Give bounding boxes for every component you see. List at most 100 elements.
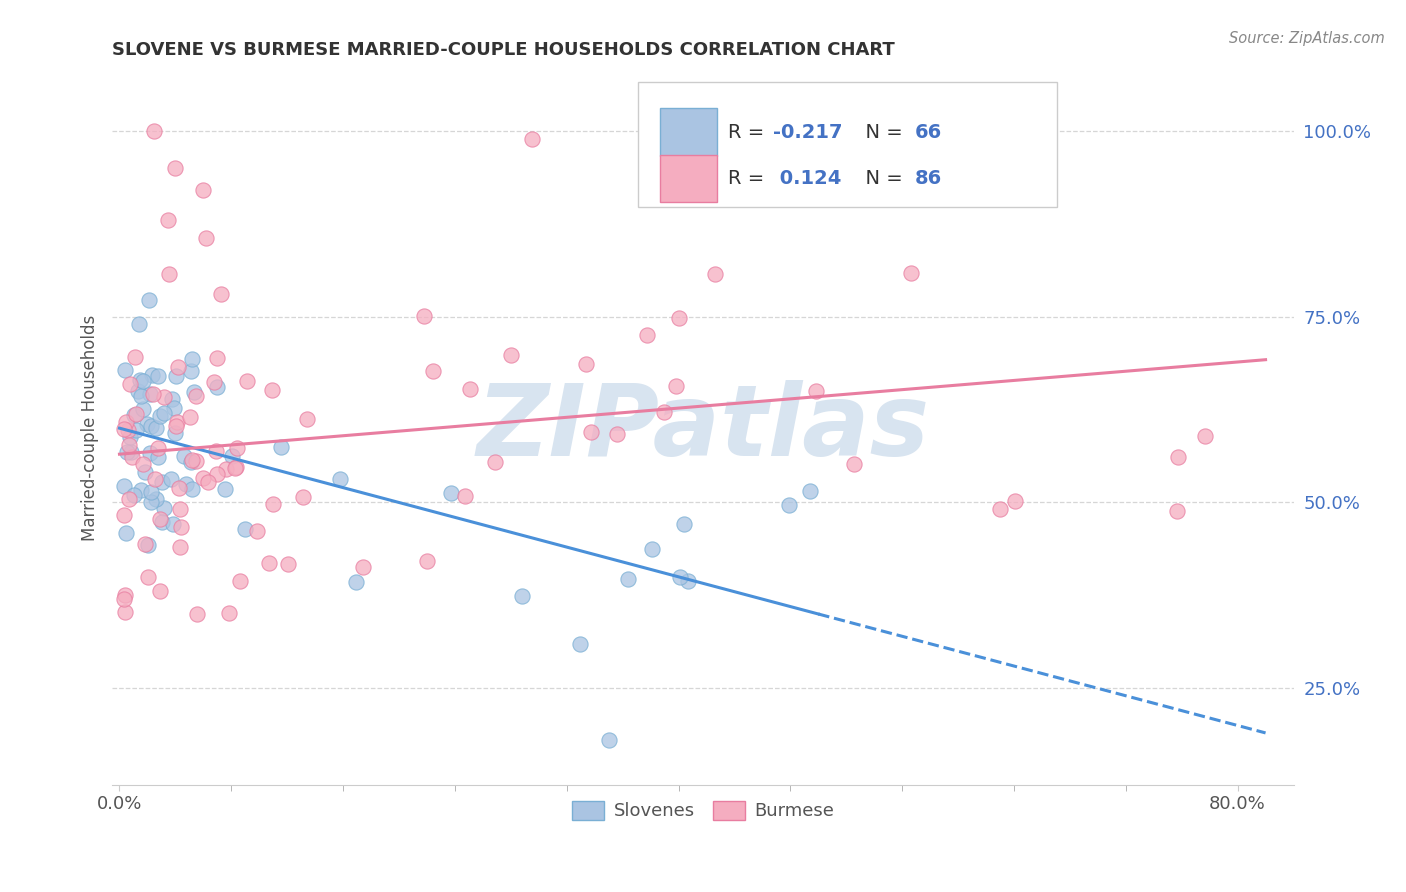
Point xyxy=(569,637,592,651)
Point xyxy=(652,404,675,418)
Point xyxy=(157,267,180,281)
Point xyxy=(842,457,865,471)
FancyBboxPatch shape xyxy=(638,82,1057,207)
Point xyxy=(205,467,228,481)
Point xyxy=(165,161,187,175)
Point xyxy=(136,538,159,552)
Point xyxy=(129,483,152,497)
Point xyxy=(132,402,155,417)
Point xyxy=(122,488,145,502)
Point xyxy=(412,309,434,323)
Text: SLOVENE VS BURMESE MARRIED-COUPLE HOUSEHOLDS CORRELATION CHART: SLOVENE VS BURMESE MARRIED-COUPLE HOUSEH… xyxy=(112,41,896,59)
Point xyxy=(149,409,172,423)
Point xyxy=(804,384,827,399)
Point xyxy=(129,372,152,386)
Point xyxy=(132,374,155,388)
Point xyxy=(665,379,688,393)
Text: Source: ZipAtlas.com: Source: ZipAtlas.com xyxy=(1229,31,1385,46)
Point xyxy=(422,364,444,378)
Point xyxy=(484,455,506,469)
Point xyxy=(146,369,169,384)
Point xyxy=(184,389,207,403)
Point xyxy=(277,557,299,571)
Point xyxy=(163,401,186,415)
Point xyxy=(703,268,725,282)
Point xyxy=(118,377,141,392)
Point xyxy=(579,425,602,439)
Point xyxy=(152,390,174,404)
Text: ZIPatlas: ZIPatlas xyxy=(477,380,929,476)
Text: -0.217: -0.217 xyxy=(773,122,842,142)
Point xyxy=(149,584,172,599)
Point xyxy=(114,362,136,376)
Point xyxy=(262,498,284,512)
Point xyxy=(193,183,215,197)
Point xyxy=(229,574,252,588)
Point xyxy=(1194,429,1216,443)
Point xyxy=(1004,494,1026,508)
Point xyxy=(181,482,204,496)
Point xyxy=(134,465,156,479)
Text: R =: R = xyxy=(728,122,770,142)
Point xyxy=(129,389,152,403)
Point xyxy=(262,383,284,397)
Point xyxy=(416,554,439,568)
Point xyxy=(124,423,146,437)
Point xyxy=(183,384,205,399)
Text: 0.124: 0.124 xyxy=(773,169,841,188)
Text: 86: 86 xyxy=(914,169,942,188)
Point xyxy=(799,484,821,499)
Point xyxy=(352,559,374,574)
Point xyxy=(115,445,138,459)
Point xyxy=(668,310,690,325)
Point xyxy=(112,592,135,607)
Point xyxy=(191,471,214,485)
Point xyxy=(153,500,176,515)
Point xyxy=(202,376,225,390)
Point xyxy=(114,605,136,619)
Point xyxy=(139,419,162,434)
Point xyxy=(900,266,922,280)
Point xyxy=(141,368,163,383)
Point xyxy=(112,422,135,436)
Point xyxy=(162,517,184,532)
Point xyxy=(225,460,247,475)
Point xyxy=(179,410,201,425)
Point xyxy=(157,213,180,227)
Point xyxy=(988,501,1011,516)
Point xyxy=(184,454,207,468)
Point xyxy=(141,494,163,508)
Point xyxy=(136,417,159,432)
Point xyxy=(194,231,217,245)
Point xyxy=(167,481,190,495)
Point xyxy=(165,425,187,440)
Point xyxy=(117,492,139,507)
Point xyxy=(214,462,236,476)
Point xyxy=(672,517,695,532)
Point xyxy=(134,537,156,551)
Point xyxy=(329,472,352,486)
Text: N =: N = xyxy=(853,122,910,142)
Point xyxy=(174,477,197,491)
Point xyxy=(197,475,219,489)
Point xyxy=(115,525,138,540)
Point xyxy=(120,445,142,459)
Point xyxy=(1166,504,1188,518)
Point xyxy=(669,570,692,584)
Point xyxy=(143,472,166,486)
Point xyxy=(139,446,162,460)
Point xyxy=(166,359,188,374)
Point xyxy=(598,733,620,747)
Point xyxy=(291,490,314,504)
Legend: Slovenes, Burmese: Slovenes, Burmese xyxy=(562,792,844,830)
Point xyxy=(270,440,292,454)
Point xyxy=(344,574,367,589)
Point xyxy=(205,351,228,365)
Point xyxy=(636,328,658,343)
Point xyxy=(207,380,229,394)
Point xyxy=(118,438,141,452)
Point xyxy=(124,350,146,364)
Point xyxy=(136,570,159,584)
Point xyxy=(676,574,699,589)
FancyBboxPatch shape xyxy=(661,109,717,155)
